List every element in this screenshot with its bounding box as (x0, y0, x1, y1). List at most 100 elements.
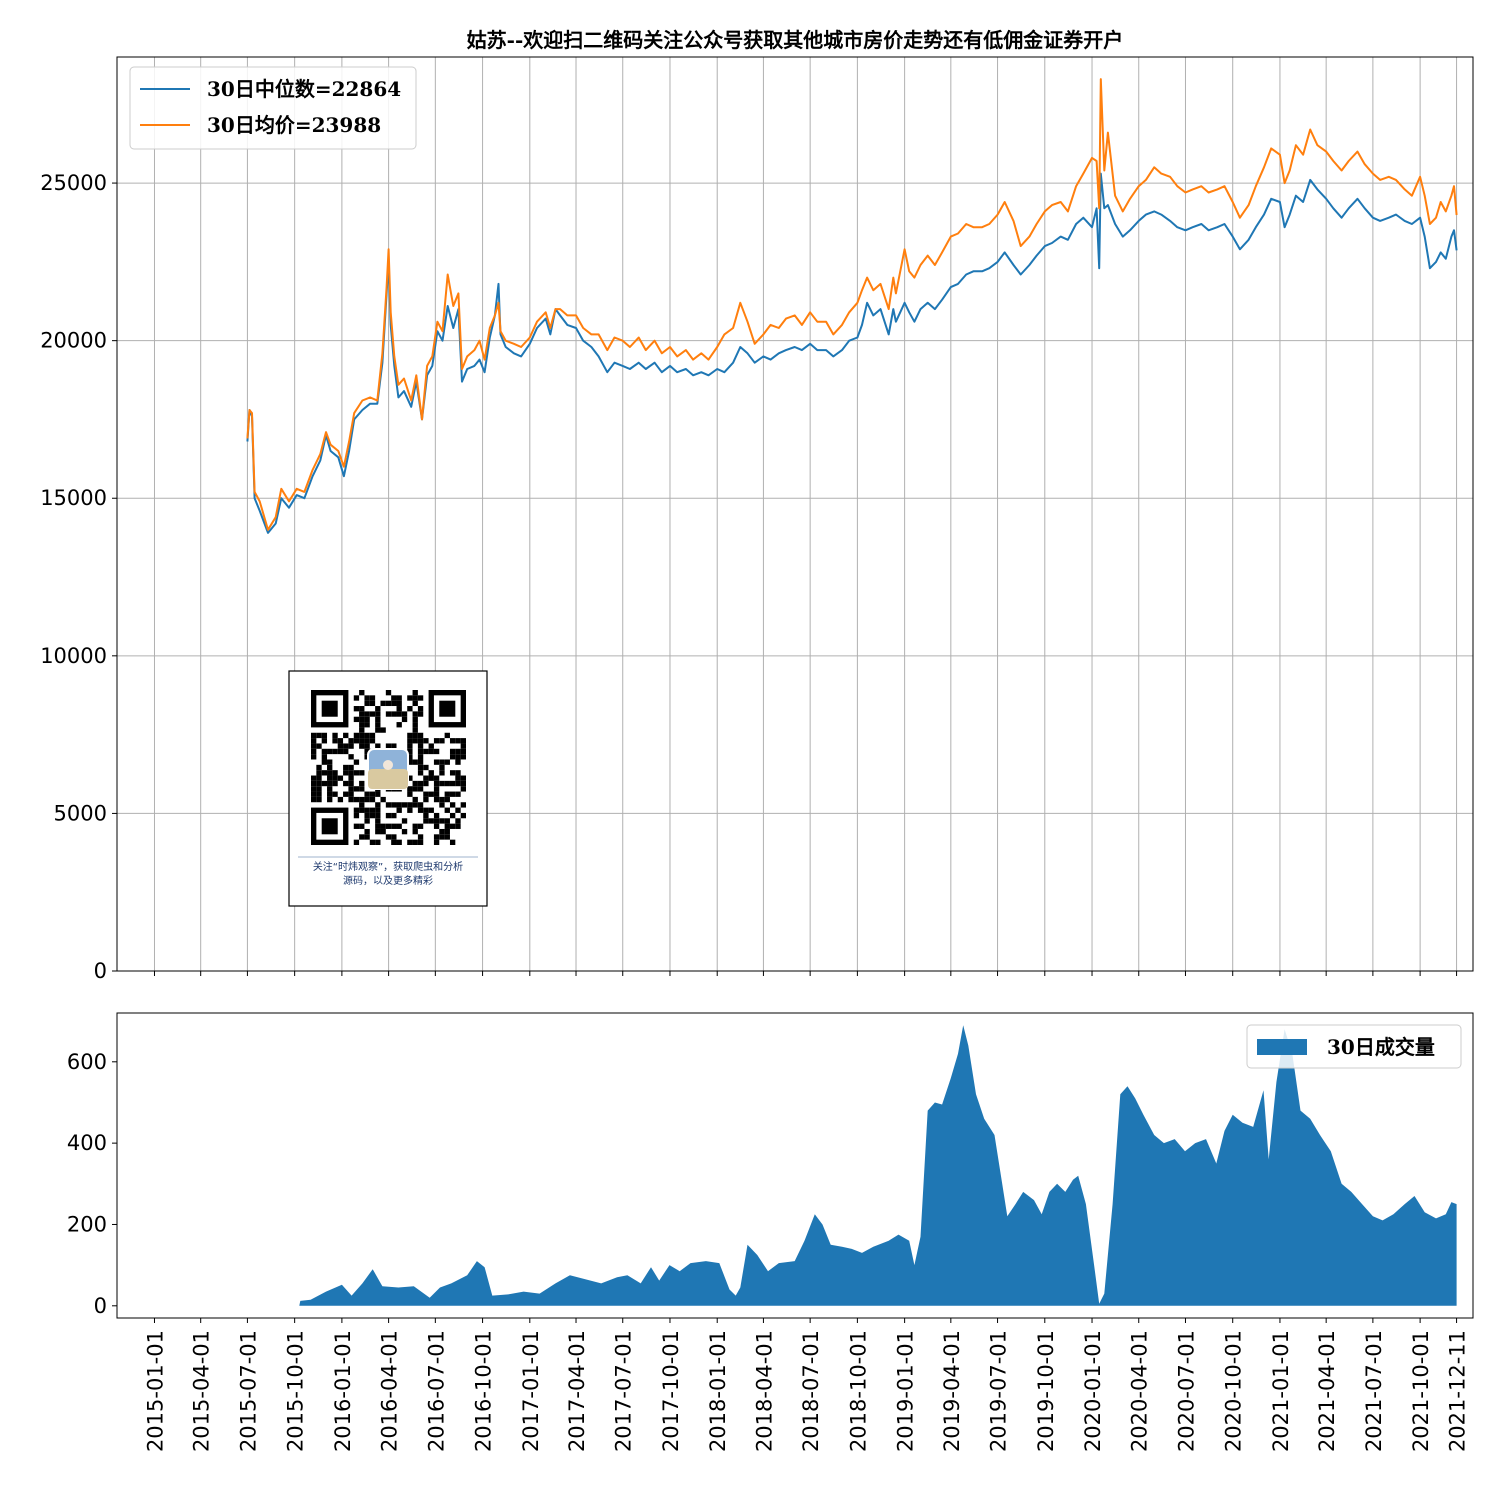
price-y-tick-label: 15000 (40, 486, 107, 510)
volume-y-tick-label: 400 (67, 1131, 107, 1155)
x-tick-label: 2016-04-01 (378, 1330, 402, 1452)
qr-module (359, 711, 365, 717)
qr-module (412, 823, 418, 829)
qr-module (433, 775, 440, 781)
qr-module (337, 748, 344, 755)
qr-module (353, 706, 360, 712)
qr-module (423, 818, 429, 824)
qr-module (417, 732, 424, 739)
qr-module (380, 700, 386, 707)
qr-module (348, 770, 354, 776)
qr-module (407, 807, 413, 813)
qr-module (380, 727, 386, 733)
qr-module (455, 770, 461, 776)
qr-module (460, 812, 466, 819)
qr-module (375, 802, 381, 808)
x-tick-label: 2018-01-01 (706, 1330, 730, 1452)
qr-module (359, 732, 365, 739)
price-x-ticks (153, 971, 1458, 976)
qr-module (311, 743, 317, 749)
qr-module (311, 780, 317, 787)
qr-module (375, 711, 381, 717)
qr-module (407, 802, 413, 808)
qr-module (359, 738, 365, 744)
x-tick-label: 2020-04-01 (1128, 1330, 1152, 1452)
qr-module (369, 839, 376, 845)
qr-module (332, 775, 338, 781)
qr-module (439, 764, 445, 771)
qr-module (316, 770, 322, 776)
qr-module (412, 780, 418, 787)
qr-module (449, 802, 456, 808)
x-tick-label: 2017-01-01 (519, 1330, 543, 1452)
qr-module (385, 743, 392, 749)
qr-module (396, 711, 402, 717)
qr-module (369, 738, 376, 744)
qr-finder-center (321, 700, 338, 717)
qr-module (321, 738, 328, 744)
qr-module (428, 748, 434, 755)
volume-y-tick-label: 600 (67, 1050, 107, 1074)
qr-module (359, 796, 365, 803)
qr-module (343, 770, 349, 776)
qr-module (380, 796, 386, 803)
qr-module (407, 695, 413, 701)
qr-module (348, 796, 354, 803)
qr-module (433, 818, 440, 824)
qr-module (359, 690, 365, 696)
qr-module (401, 818, 408, 824)
qr-module (396, 802, 402, 808)
qr-module (439, 738, 445, 744)
qr-module (343, 791, 349, 797)
qr-module (428, 770, 434, 776)
qr-module (417, 802, 424, 808)
qr-module (364, 711, 370, 717)
qr-module (364, 807, 370, 813)
qr-module (444, 796, 450, 803)
qr-module (423, 738, 429, 744)
qr-module (348, 775, 354, 781)
qr-module (311, 738, 317, 744)
qr-module (407, 743, 413, 749)
qr-module (407, 786, 413, 792)
qr-module (316, 780, 322, 787)
qr-module (364, 722, 370, 728)
qr-module (455, 754, 461, 760)
qr-module (417, 770, 424, 776)
qr-module (332, 780, 338, 787)
qr-module (433, 759, 440, 765)
qr-module (449, 748, 456, 755)
qr-module (343, 748, 349, 755)
qr-module (391, 823, 397, 829)
x-tick-label: 2016-01-01 (331, 1330, 355, 1452)
qr-module (353, 716, 360, 723)
qr-module (407, 706, 413, 712)
qr-module (353, 732, 360, 739)
qr-module (364, 743, 370, 749)
qr-module (369, 695, 376, 701)
volume-y-tick-label: 200 (67, 1212, 107, 1236)
qr-module (455, 759, 461, 765)
qr-module (460, 754, 466, 760)
qr-module (460, 775, 466, 781)
qr-module (460, 738, 466, 744)
qr-module (444, 818, 450, 824)
volume-area-fill (299, 1025, 1457, 1306)
qr-module (396, 706, 402, 712)
qr-module (332, 791, 338, 797)
volume-area (299, 1025, 1457, 1306)
qr-module (396, 695, 402, 701)
qr-module (375, 791, 381, 797)
qr-module (396, 839, 402, 845)
qr-module (364, 716, 370, 723)
qr-module (369, 700, 376, 707)
qr-module (359, 823, 365, 829)
qr-module (412, 786, 418, 792)
qr-module (396, 823, 402, 829)
qr-module (449, 791, 456, 797)
qr-module (433, 823, 440, 829)
x-tick-label: 2017-10-01 (659, 1330, 683, 1452)
qr-finder-center (439, 700, 456, 717)
price-y-tick-label: 5000 (54, 801, 107, 825)
qr-module (444, 759, 450, 765)
